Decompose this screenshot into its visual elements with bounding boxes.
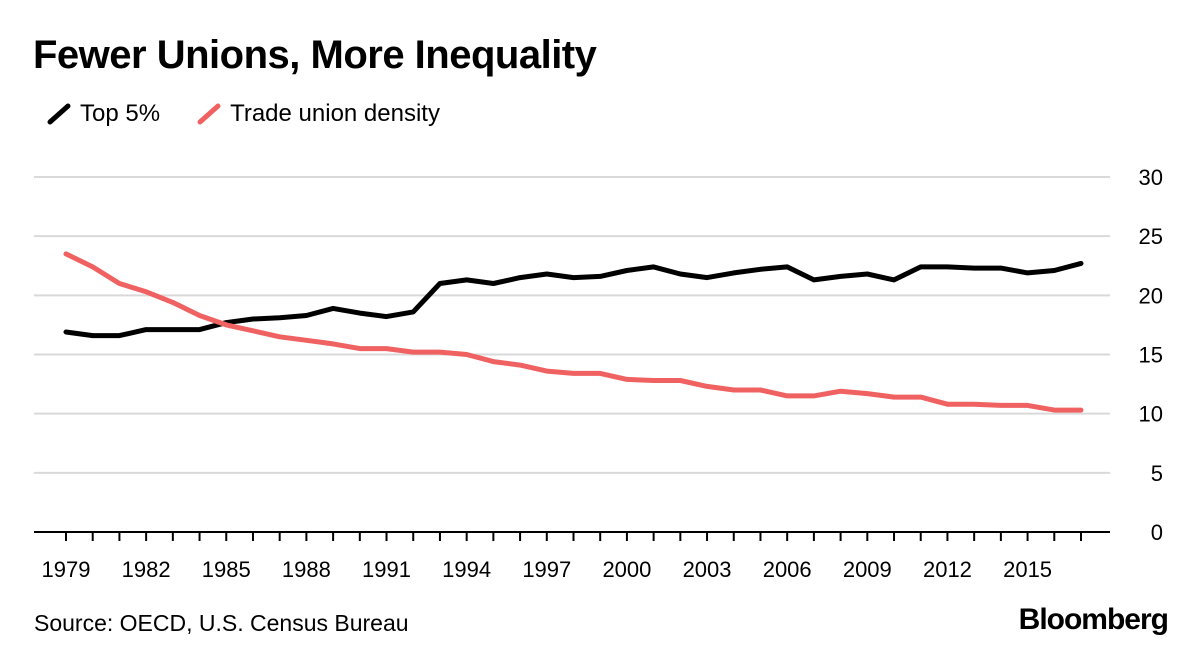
x-tick-label-2003: 2003 — [683, 557, 732, 582]
x-tick-label-1988: 1988 — [282, 557, 331, 582]
series-line-trade-union-density — [63, 251, 1084, 413]
source-note: Source: OECD, U.S. Census Bureau — [34, 610, 409, 636]
x-tick-label-2012: 2012 — [923, 557, 972, 582]
y-tick-label-20: 20 — [1139, 283, 1163, 308]
legend-item-trade-union-density: Trade union density — [196, 100, 440, 128]
y-tick-label-25: 25 — [1139, 224, 1163, 249]
chart-title: Fewer Unions, More Inequality — [33, 33, 597, 77]
x-tick-label-2000: 2000 — [602, 557, 651, 582]
x-tick-label-2009: 2009 — [843, 557, 892, 582]
legend-label-trade-union-density: Trade union density — [230, 100, 440, 127]
y-tick-label-0: 0 — [1151, 520, 1163, 545]
legend-swatch-trade-union-density — [197, 103, 221, 125]
x-tick-label-1997: 1997 — [522, 557, 571, 582]
x-tick-label-1991: 1991 — [362, 557, 411, 582]
x-tick-label-2015: 2015 — [1003, 557, 1052, 582]
series-lines — [63, 251, 1084, 413]
grid-lines — [34, 176, 1110, 474]
y-tick-label-5: 5 — [1151, 461, 1163, 486]
chart-legend: Top 5% Trade union density — [46, 100, 476, 128]
series-line-top-5 — [63, 260, 1084, 339]
legend-swatch-top-5 — [47, 103, 71, 125]
y-tick-label-15: 15 — [1139, 343, 1163, 368]
y-tick-label-30: 30 — [1139, 165, 1163, 190]
legend-label-top-5: Top 5% — [80, 100, 161, 127]
x-tick-label-2006: 2006 — [763, 557, 812, 582]
y-tick-label-10: 10 — [1139, 402, 1163, 427]
x-tick-label-1982: 1982 — [122, 557, 171, 582]
x-tick-label-1994: 1994 — [442, 557, 491, 582]
x-tick-label-1979: 1979 — [42, 557, 91, 582]
bloomberg-logo: Bloomberg — [1018, 603, 1169, 636]
legend-item-top-5: Top 5% — [46, 100, 160, 128]
x-tick-label-1985: 1985 — [202, 557, 251, 582]
